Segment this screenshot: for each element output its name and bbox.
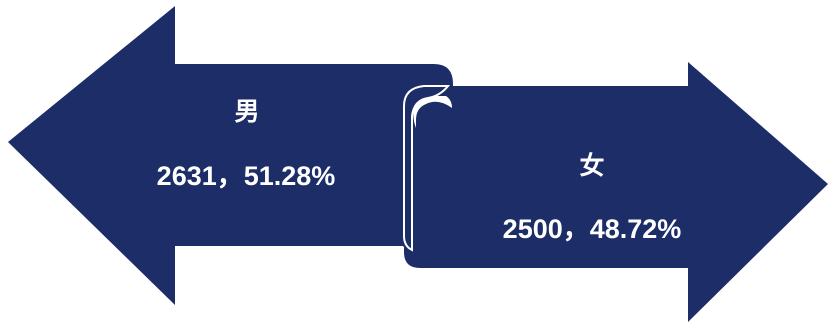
scroll-fold-curl (403, 85, 451, 252)
male-value: 2631，51.28% (156, 161, 336, 191)
male-arrow-shape (8, 6, 453, 305)
female-arrow-shape (404, 62, 828, 322)
female-label: 女 (579, 151, 605, 180)
male-label: 男 (234, 97, 260, 126)
female-value: 2500，48.72% (502, 214, 682, 244)
scroll-fold-inner (413, 96, 452, 128)
